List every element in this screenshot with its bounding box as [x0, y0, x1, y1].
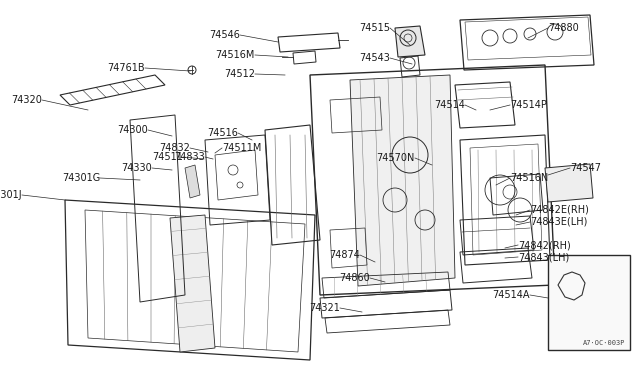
Polygon shape [350, 75, 455, 286]
Text: 74880: 74880 [548, 23, 579, 33]
Text: 74301J: 74301J [0, 190, 22, 200]
Text: 74514A: 74514A [493, 290, 530, 300]
Polygon shape [395, 26, 425, 57]
Text: 74516: 74516 [207, 128, 238, 138]
Text: 74843E(LH): 74843E(LH) [530, 217, 588, 227]
Text: 74321: 74321 [309, 303, 340, 313]
Text: 74320: 74320 [11, 95, 42, 105]
Polygon shape [170, 215, 215, 352]
Text: 74546: 74546 [209, 30, 240, 40]
Text: 74516N: 74516N [510, 173, 548, 183]
Text: 74511: 74511 [152, 152, 183, 162]
Text: 74843(LH): 74843(LH) [518, 252, 569, 262]
Text: 74330: 74330 [121, 163, 152, 173]
Text: 74874: 74874 [329, 250, 360, 260]
Text: 74301G: 74301G [61, 173, 100, 183]
Text: 74833: 74833 [174, 152, 205, 162]
Text: 74832: 74832 [159, 143, 190, 153]
Bar [548, 255, 630, 350]
Text: 74761B: 74761B [108, 63, 145, 73]
Text: 74511M: 74511M [222, 143, 261, 153]
Text: 74300: 74300 [117, 125, 148, 135]
Text: 74842(RH): 74842(RH) [518, 240, 571, 250]
Text: 74514P: 74514P [510, 100, 547, 110]
Text: 74516M: 74516M [216, 50, 255, 60]
Text: 74842E(RH): 74842E(RH) [530, 205, 589, 215]
Text: A7·OC·003P: A7·OC·003P [582, 340, 625, 346]
Text: 74515: 74515 [359, 23, 390, 33]
Text: 74860: 74860 [339, 273, 370, 283]
Text: 74512: 74512 [224, 69, 255, 79]
Polygon shape [545, 164, 593, 202]
Text: 74547: 74547 [570, 163, 601, 173]
Text: 74514: 74514 [434, 100, 465, 110]
Text: 74570N: 74570N [376, 153, 415, 163]
Polygon shape [185, 165, 200, 198]
Text: 74543: 74543 [359, 53, 390, 63]
